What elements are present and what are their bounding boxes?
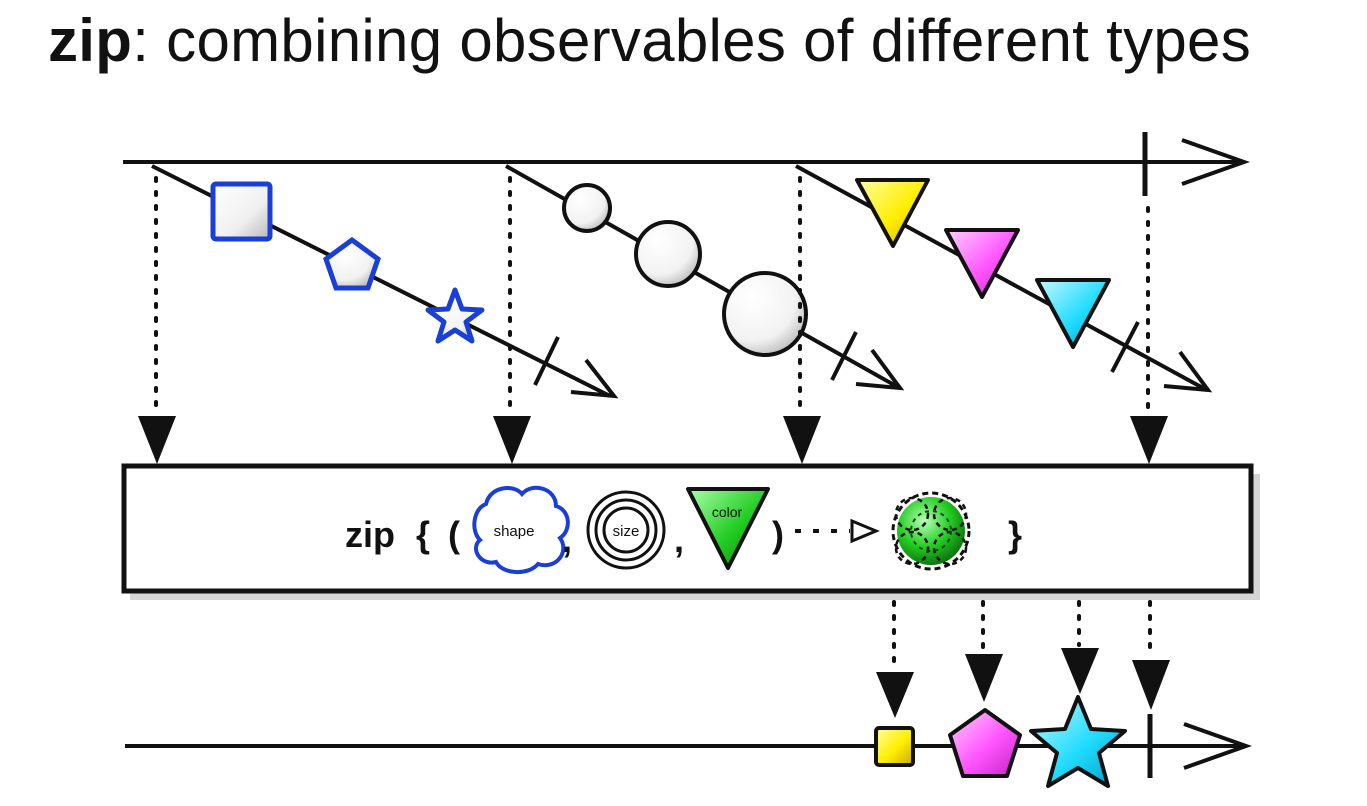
arrow-down-icon [493, 416, 531, 464]
magenta-triangle-icon [944, 228, 1020, 299]
input-connectors [154, 176, 1150, 414]
arrow-down-icon [1130, 416, 1168, 464]
operator-open-brace: { [416, 514, 430, 555]
output-connectors [892, 600, 1152, 670]
output-stream [125, 695, 1252, 788]
colors-timeline [795, 164, 1204, 390]
shapes-arrowhead [570, 358, 619, 399]
title-keyword: zip [48, 7, 133, 74]
magenta-medium-pentagon-icon [948, 708, 1022, 778]
operator-box: zip { ( shape , size , color ) } [121, 463, 1260, 600]
shapes-completion-marker [533, 336, 560, 386]
green-blob-icon [891, 491, 971, 571]
output-arrowhead [1183, 722, 1252, 770]
yellow-small-square-icon [874, 726, 915, 767]
operator-open-paren: ( [448, 514, 460, 555]
operator-keyword: zip [345, 514, 395, 555]
shapes-stream [151, 164, 619, 399]
outer-arrowhead [1181, 138, 1250, 186]
pentagon-icon [323, 236, 381, 291]
outer-stream [123, 132, 1250, 196]
arrow-down-icon [876, 672, 914, 718]
title-rest: : combining observables of different typ… [132, 7, 1252, 74]
operator-comma-2: , [674, 519, 684, 560]
cyan-large-star-icon [1029, 695, 1127, 788]
colors-completion-marker [1110, 321, 1140, 373]
yellow-triangle-icon [855, 178, 930, 248]
slide-title: zip: combining observables of different … [48, 6, 1251, 75]
cyan-triangle-icon [1035, 278, 1111, 349]
arg-shape-label: shape [494, 523, 535, 540]
arrow-down-icon [1061, 648, 1099, 694]
arg-size-label: size [613, 523, 640, 540]
arrow-down-icon [965, 654, 1003, 702]
arrow-down-icon [783, 416, 821, 464]
sizes-stream [505, 164, 905, 391]
star-icon [425, 287, 485, 344]
sizes-arrowhead [855, 348, 905, 391]
colors-arrowhead [1163, 350, 1213, 393]
sizes-completion-marker [830, 331, 858, 381]
square-icon [210, 181, 273, 242]
small-circle-icon [562, 183, 612, 233]
large-circle-icon [722, 271, 808, 357]
medium-circle-icon [634, 220, 702, 288]
output-arrowheads [876, 648, 1170, 718]
input-arrowheads [138, 416, 1168, 464]
operator-frame [121, 463, 1254, 594]
arrow-down-icon [1132, 660, 1170, 710]
cloud-icon [472, 485, 570, 574]
colors-stream [795, 164, 1213, 393]
operator-close-paren: ) [772, 514, 784, 555]
concentric-circles-icon [586, 490, 666, 570]
arg-color-label: color [712, 504, 743, 520]
green-triangle-icon [686, 487, 770, 570]
operator-comma-1: , [562, 519, 572, 560]
arrow-down-icon [138, 416, 176, 464]
arrow-right-icon [850, 518, 880, 544]
operator-close-brace: } [1008, 514, 1022, 555]
